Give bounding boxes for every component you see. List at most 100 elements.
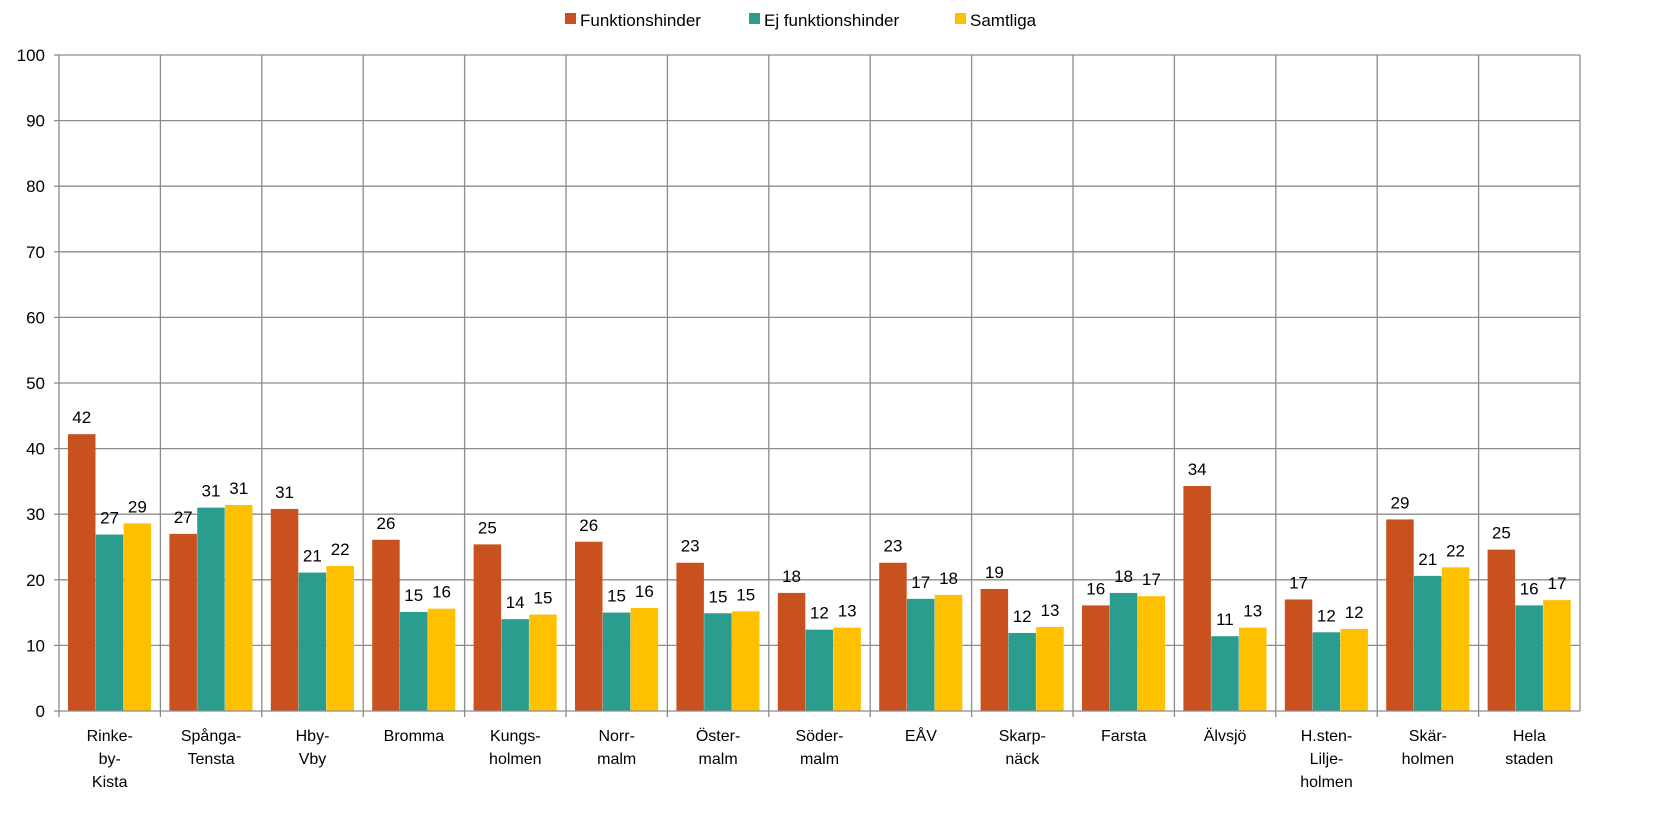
x-tick-label: Tensta: [188, 751, 235, 768]
data-label: 12: [810, 604, 829, 623]
data-label: 26: [579, 516, 598, 535]
bar-funktionshinder: [1487, 549, 1516, 711]
bar-funktionshinder: [270, 508, 299, 711]
data-label: 13: [1243, 602, 1262, 621]
bar-funktionshinder: [1284, 599, 1313, 711]
x-tick-label: holmen: [1300, 774, 1352, 791]
data-labels: 42 27 29 27 31 31 31 21 22 26 15 16 25 14 15 26 15 16 23 15…: [72, 408, 1566, 629]
bar-samtliga: [1239, 627, 1267, 711]
legend-swatch: [565, 13, 576, 24]
x-tick-label: Kista: [92, 774, 128, 791]
bar-ej-funktionshinder: [501, 619, 529, 711]
y-tick-label: 50: [26, 374, 45, 393]
bar-ej-funktionshinder: [95, 534, 124, 711]
data-label: 17: [911, 573, 930, 592]
data-label: 15: [607, 587, 626, 606]
bar-funktionshinder: [68, 434, 96, 711]
x-tick-label: by-: [99, 751, 121, 768]
data-label: 13: [838, 602, 857, 621]
legend: Funktionshinder Ej funktionshinder Samtlig…: [565, 11, 1037, 30]
data-label: 15: [404, 586, 423, 605]
x-tick-label: EÅV: [905, 726, 937, 745]
y-tick-label: 100: [17, 46, 45, 65]
data-label: 34: [1188, 460, 1207, 479]
data-label: 17: [1289, 573, 1308, 592]
x-tick-label: Spånga-: [181, 727, 242, 745]
data-label: 17: [1142, 570, 1161, 589]
x-tick-label: Kungs-: [490, 728, 541, 745]
data-label: 31: [201, 482, 220, 501]
grid: [59, 54, 1581, 711]
data-label: 15: [708, 587, 727, 606]
data-label: 22: [331, 540, 350, 559]
data-label: 19: [985, 563, 1004, 582]
bar-ej-funktionshinder: [1008, 632, 1036, 711]
data-label: 22: [1446, 541, 1465, 560]
x-tick-label: malm: [800, 751, 839, 768]
data-label: 15: [736, 585, 755, 604]
data-label: 16: [635, 582, 654, 601]
bar-samtliga: [833, 627, 861, 711]
data-label: 21: [303, 547, 322, 566]
x-tick-label: Hby-: [296, 728, 330, 745]
y-tick-label: 70: [26, 243, 45, 262]
data-label: 14: [506, 593, 525, 612]
bar-samtliga: [1036, 627, 1064, 711]
bar-funktionshinder: [473, 544, 502, 711]
bar-funktionshinder: [879, 562, 907, 711]
data-label: 29: [1390, 493, 1409, 512]
data-label: 13: [1040, 601, 1059, 620]
x-tick-label: staden: [1505, 751, 1553, 768]
bar-funktionshinder: [372, 539, 400, 711]
bar-ej-funktionshinder: [1312, 632, 1341, 711]
bar-samtliga: [123, 523, 152, 711]
data-label: 16: [1086, 579, 1105, 598]
data-label: 12: [1317, 606, 1336, 625]
y-tick-label: 0: [36, 702, 45, 721]
bar-funktionshinder: [676, 562, 704, 711]
data-label: 27: [100, 509, 119, 528]
legend-label: Ej funktionshinder: [764, 11, 899, 30]
data-label: 17: [1547, 574, 1566, 593]
x-tick-label: malm: [597, 751, 636, 768]
data-label: 11: [1216, 610, 1234, 629]
x-tick-label: Rinke-: [87, 728, 133, 745]
bar-samtliga: [326, 566, 354, 711]
bar-samtliga: [427, 608, 456, 711]
x-axis-ticks: Rinke-by- Kista Spånga- Tensta Hby- Vby Bromma…: [58, 711, 1553, 791]
bar-funktionshinder: [980, 588, 1009, 711]
bar-ej-funktionshinder: [400, 611, 428, 711]
data-label: 16: [432, 583, 451, 602]
bar-funktionshinder: [777, 592, 806, 711]
y-tick-label: 20: [26, 571, 45, 590]
y-tick-label: 90: [26, 112, 45, 131]
data-label: 18: [939, 569, 958, 588]
x-tick-label: malm: [699, 751, 738, 768]
y-tick-label: 40: [26, 440, 45, 459]
data-label: 31: [229, 479, 248, 498]
legend-swatch: [749, 13, 760, 24]
bar-samtliga: [934, 594, 963, 711]
x-tick-label: Farsta: [1101, 728, 1146, 745]
bar-ej-funktionshinder: [1109, 592, 1138, 711]
x-tick-label: Lilje-: [1310, 751, 1344, 768]
bar-samtliga: [1340, 629, 1368, 711]
bar-ej-funktionshinder: [197, 507, 225, 711]
bar-ej-funktionshinder: [907, 598, 935, 711]
data-label: 23: [681, 537, 700, 556]
x-tick-label: Norr-: [598, 728, 634, 745]
bar-ej-funktionshinder: [704, 613, 732, 711]
x-tick-label: Bromma: [384, 728, 445, 745]
bar-samtliga: [1441, 567, 1470, 711]
bar-funktionshinder: [169, 533, 197, 711]
y-tick-label: 10: [26, 636, 45, 655]
bar-funktionshinder: [1183, 485, 1211, 711]
x-tick-label: Söder-: [795, 728, 843, 745]
legend-label: Samtliga: [970, 11, 1037, 30]
bars: [68, 434, 1571, 711]
data-label: 27: [174, 508, 193, 527]
data-label: 26: [376, 514, 395, 533]
y-tick-label: 30: [26, 505, 45, 524]
data-label: 18: [782, 567, 801, 586]
